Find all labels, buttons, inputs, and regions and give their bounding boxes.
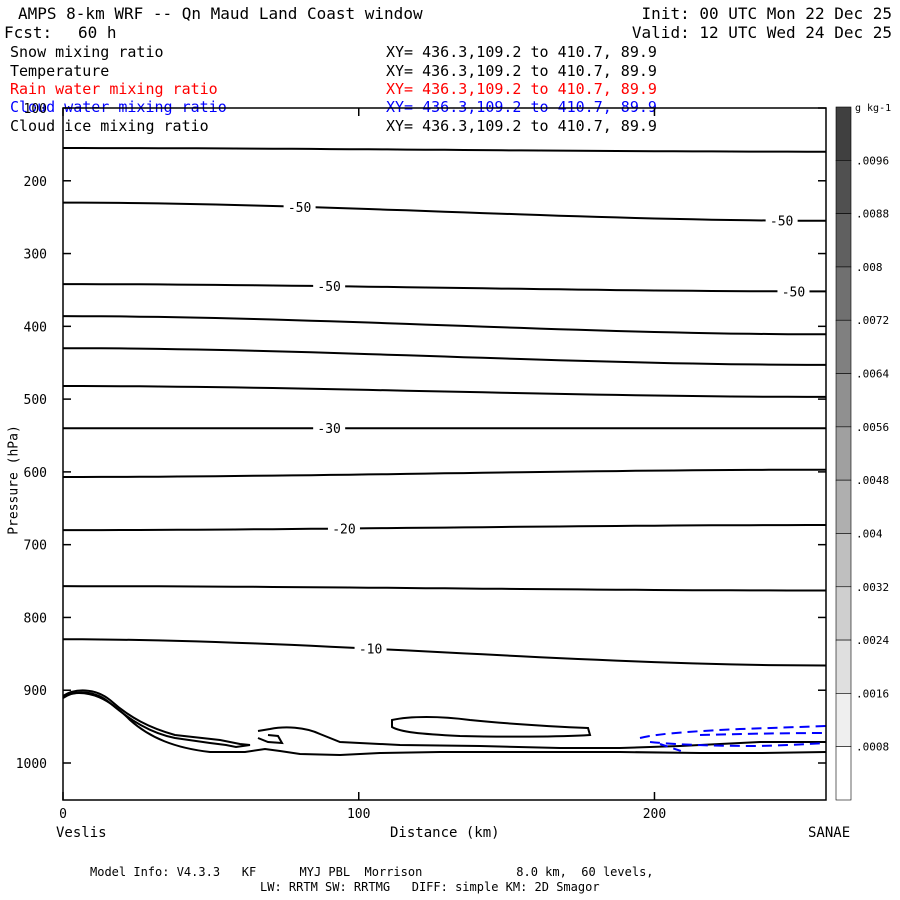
contour-label-bg [313, 278, 346, 295]
temperature-contours [62, 147, 827, 667]
field-xy-temperature: XY= 436.3,109.2 to 410.7, 89.9 [386, 62, 657, 80]
contour-label: -10 [359, 643, 382, 658]
temperature-contour-0 [63, 147, 826, 153]
colorbar-segment [835, 533, 852, 588]
y-tick-label: 500 [24, 393, 47, 408]
field-xy-cloud-water: XY= 436.3,109.2 to 410.7, 89.9 [386, 98, 657, 116]
colorbar-tick-label: .0064 [856, 368, 889, 381]
colorbar-segment [835, 266, 852, 321]
contour-label: -20 [332, 523, 355, 538]
temperature-contour-4 [63, 347, 826, 366]
temperature-contour-9 [62, 585, 826, 592]
colorbar-tick-label: .0088 [856, 208, 889, 221]
field-xy-snow: XY= 436.3,109.2 to 410.7, 89.9 [386, 43, 657, 61]
colorbar-tick-label: .0008 [856, 741, 889, 754]
colorbar: .0096 .0088 .008 .0072 .0064 .0056 .0048 .004 .0… [835, 106, 889, 801]
contour-label-bg [283, 198, 316, 215]
colorbar-segment [835, 639, 852, 694]
contour-label-bg [313, 420, 346, 437]
colorbar-tick-label: .0072 [856, 314, 889, 327]
boundary-layer-contours [62, 689, 827, 757]
snow-contour-low [257, 726, 826, 749]
contour-label-bg [777, 283, 810, 300]
colorbar-tick-label: .004 [856, 527, 883, 540]
contour-label-bg [765, 212, 798, 229]
init-time: Init: 00 UTC Mon 22 Dec 25 [641, 4, 892, 23]
colorbar-segment [835, 746, 852, 801]
y-tick-label: 900 [24, 684, 47, 699]
fcst-label: Fcst: [4, 23, 53, 42]
y-tick-label: 1000 [16, 757, 47, 772]
y-tick-label: 700 [24, 539, 47, 554]
model-info-line-2: LW: RRTM SW: RRTMG DIFF: simple KM: 2D S… [260, 880, 600, 894]
axes: 100 200 300 400 500 600 700 800 900 1000 0 100 200 [16, 102, 827, 822]
contour-label-bg [327, 520, 360, 537]
temperature-contour-2 [63, 283, 826, 293]
contour-label: -50 [770, 215, 793, 230]
field-xy-cloud-ice: XY= 436.3,109.2 to 410.7, 89.9 [386, 117, 657, 135]
colorbar-segment [835, 213, 852, 268]
temperature-contour-1 [63, 201, 826, 222]
terrain-contour [64, 692, 827, 757]
colorbar-segment [835, 693, 852, 747]
x-tick-label: 200 [643, 807, 666, 822]
colorbar-tick-label: .0024 [856, 634, 889, 647]
y-tick-label: 100 [24, 102, 47, 117]
colorbar-segment [835, 106, 852, 161]
colorbar-tick-label: .0016 [856, 687, 889, 700]
y-tick-label: 800 [24, 611, 47, 626]
temperature-contour-8 [63, 524, 826, 532]
contour-label: -50 [782, 285, 805, 300]
temperature-contour-10 [63, 638, 827, 667]
contour-label: -30 [317, 422, 340, 437]
field-name-rain: Rain water mixing ratio [10, 80, 218, 98]
y-tick-label: 400 [24, 320, 47, 335]
field-name-cloud-water: Cloud water mixing ratio [10, 98, 227, 116]
y-tick-label: 200 [24, 175, 47, 190]
x-tick-label: 0 [59, 807, 67, 822]
cloud-water-contour-4 [659, 743, 685, 753]
valid-time: Valid: 12 UTC Wed 24 Dec 25 [631, 23, 892, 42]
colorbar-segment [835, 373, 852, 428]
colorbar-segment [835, 426, 852, 481]
fcst-value: 60 h [78, 23, 117, 42]
colorbar-segment [835, 319, 852, 374]
x-tick-label: 100 [347, 807, 370, 822]
colorbar-tick-label: .008 [856, 261, 883, 274]
snow-contour-lower [257, 734, 284, 745]
cloud-water-contour-3 [699, 732, 827, 736]
cloud-water-contour [639, 725, 827, 739]
snow-contour-blob [391, 716, 592, 738]
field-name-snow: Snow mixing ratio [10, 43, 164, 61]
colorbar-tick-label: .0048 [856, 474, 889, 487]
contour-label-bg [354, 640, 387, 657]
chart-title: AMPS 8-km WRF -- Qn Maud Land Coast wind… [18, 4, 423, 23]
colorbar-segment [835, 160, 852, 214]
plot-frame [62, 107, 827, 801]
temperature-contour-7 [63, 468, 826, 478]
colorbar-tick-label: .0096 [856, 154, 889, 167]
model-info-line-1: Model Info: V4.3.3 KF MYJ PBL Morrison 8… [90, 865, 654, 879]
endpoint-right: SANAE [808, 825, 851, 841]
colorbar-tick-label: .0032 [856, 581, 889, 594]
contour-label: -50 [288, 201, 311, 216]
contour-label: -50 [317, 280, 340, 295]
colorbar-tick-label: .0056 [856, 421, 889, 434]
temperature-contour-5 [63, 385, 826, 398]
colorbar-segment [835, 586, 852, 641]
y-tick-label: 300 [24, 248, 47, 263]
field-name-cloud-ice: Cloud ice mixing ratio [10, 117, 209, 135]
colorbar-unit: g kg-1 [855, 103, 892, 114]
endpoint-left: Veslis [56, 825, 107, 841]
temperature-contour-3 [62, 315, 826, 336]
field-name-temperature: Temperature [10, 62, 110, 80]
x-axis-label: Distance (km) [390, 825, 500, 841]
y-axis-label: Pressure (hPa) [6, 425, 22, 535]
colorbar-segment [835, 479, 852, 534]
y-tick-label: 600 [24, 466, 47, 481]
contour-labels: -50 -50 -50 -50 -30 -20 -10 [283, 198, 810, 658]
field-xy-rain: XY= 436.3,109.2 to 410.7, 89.9 [386, 80, 657, 98]
